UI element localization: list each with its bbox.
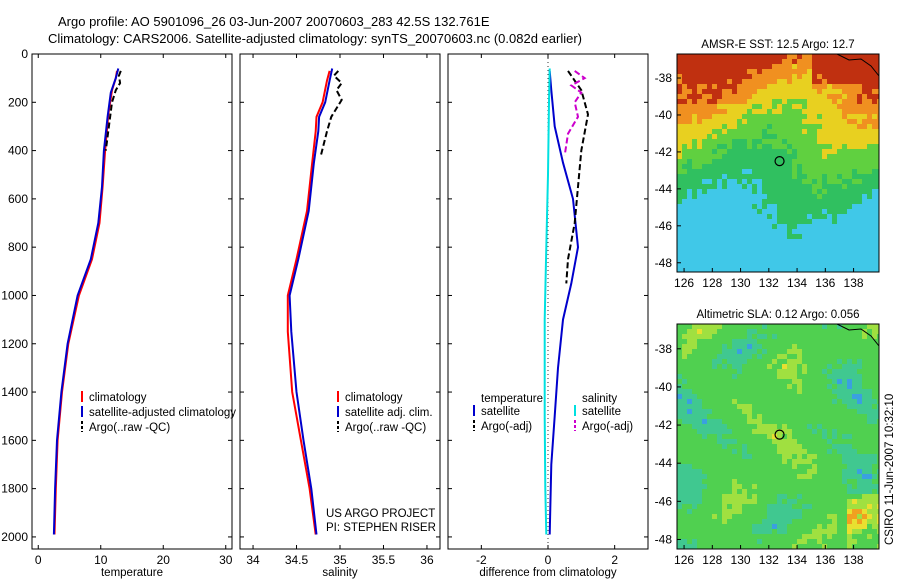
depth-tick-label: 1200	[1, 337, 28, 351]
difference-legend-label: satellite	[582, 406, 621, 418]
sst_map-lat-label: -48	[655, 256, 673, 270]
pi-annotation: PI: STEPHEN RISER	[326, 522, 436, 534]
difference-series-salinity-argo-adj-	[563, 70, 587, 156]
salinity-xtick-label: 34	[246, 553, 260, 567]
depth-tick-label: 1000	[1, 288, 28, 302]
salinity-series-argo-raw-qc-	[319, 70, 344, 156]
project-annotation: US ARGO PROJECT	[326, 508, 435, 520]
temperature-xtick-label: 10	[94, 553, 108, 567]
depth-tick-label: 2000	[1, 530, 28, 544]
salinity-xlabel: salinity	[322, 567, 357, 579]
sla_map-lon-label: 132	[759, 553, 779, 567]
difference-series-temperature-argo-adj-	[565, 70, 590, 284]
sst_map-lon-label: 132	[759, 276, 779, 290]
difference-series-salinity-satellite	[543, 68, 551, 535]
sla_map-lon-label: 126	[674, 553, 694, 567]
temperature-legend-label: climatology	[89, 392, 147, 404]
salinity-series-climatology	[286, 70, 331, 535]
difference-legend-label: Argo(-adj)	[481, 421, 532, 433]
sst_map-lat-label: -44	[655, 182, 673, 196]
sst_map-lon-label: 134	[787, 276, 807, 290]
legend-header-temperature: temperature	[481, 393, 543, 405]
sst_map-lon-label: 136	[815, 276, 835, 290]
difference-series-temperature-satellite	[548, 70, 580, 535]
depth-tick-label: 1600	[1, 433, 28, 447]
sst_map-lon-label: 126	[674, 276, 694, 290]
sst_map-lon-label: 138	[844, 276, 864, 290]
temperature-series-argo-raw-qc-	[104, 70, 122, 151]
salinity-xtick-label: 35	[333, 553, 347, 567]
sla_map-lat-label: -42	[655, 418, 673, 432]
temperature-legend-label: satellite-adjusted climatology	[89, 407, 236, 419]
difference-legend-label: Argo(-adj)	[582, 421, 633, 433]
difference-legend-label: satellite	[481, 406, 520, 418]
sst_map-lat-label: -40	[655, 108, 673, 122]
temperature-series-satellite-adjusted-climatology	[52, 68, 120, 535]
sla_map-lat-label: -38	[655, 342, 673, 356]
salinity-axes-frame	[239, 53, 441, 550]
sst_map-coastline	[836, 54, 879, 77]
salinity-xtick-label: 34.5	[285, 553, 309, 567]
salinity-legend-label: satellite adj. clim.	[345, 407, 433, 419]
sst_map-lat-label: -38	[655, 71, 673, 85]
sla_map-frame	[676, 323, 880, 550]
legend-header-salinity: salinity	[582, 393, 617, 405]
difference-xlabel: difference from climatology	[479, 567, 616, 579]
depth-tick-label: 1800	[1, 482, 28, 496]
sla_map-title: Altimetric SLA: 0.12 Argo: 0.056	[696, 309, 859, 321]
depth-tick-label: 1400	[1, 385, 28, 399]
depth-tick-label: 600	[8, 192, 28, 206]
sla_map-lon-label: 130	[731, 553, 751, 567]
sst_map-lat-label: -46	[655, 219, 673, 233]
sla_map-lon-label: 136	[815, 553, 835, 567]
salinity-xtick-label: 36	[420, 553, 434, 567]
temperature-xlabel: temperature	[101, 567, 163, 579]
temperature-panel: 0 10 20 30 0 200 400 600 800 1000 1200 1400 1600 1800…	[1, 47, 236, 579]
sst_map-lon-label: 130	[731, 276, 751, 290]
sla_map-lon-label: 138	[844, 553, 864, 567]
temperature-xtick-label: 0	[35, 553, 42, 567]
sst_map-title: AMSR-E SST: 12.5 Argo: 12.7	[701, 39, 854, 51]
depth-tick-label: 400	[8, 144, 28, 158]
sla_map-lat-label: -44	[655, 456, 673, 470]
temperature-legend-label: Argo(..raw -QC)	[89, 422, 170, 434]
salinity-series-satellite-adj-clim-	[288, 68, 334, 535]
depth-tick-label: 800	[8, 240, 28, 254]
header-line-1: Argo profile: AO 5901096_26 03-Jun-2007 …	[58, 14, 490, 29]
sst_map-raster	[677, 54, 879, 272]
sla_map-lat-label: -48	[655, 532, 673, 546]
sla_map-coastline	[836, 324, 879, 347]
header-line-2: Climatology: CARS2006. Satellite-adjuste…	[48, 31, 582, 46]
temperature-xtick-label: 20	[157, 553, 171, 567]
sla_map-lon-label: 134	[787, 553, 807, 567]
sla_map-panel: Altimetric SLA: 0.12 Argo: 0.056 126 128 13…	[655, 309, 880, 567]
sst_map-float-marker	[774, 156, 785, 167]
temperature-axes-frame	[31, 53, 233, 550]
sla_map-raster	[677, 324, 879, 549]
salinity-legend-label: climatology	[345, 392, 403, 404]
sst_map-frame	[676, 53, 880, 273]
credit-vertical: CSIRO 11-Jun-2007 10:32:10	[884, 394, 896, 545]
sst_map-lat-label: -42	[655, 145, 673, 159]
salinity-panel: 34 34.5 35 35.5 36 salinity climatology satelli…	[239, 53, 441, 579]
depth-tick-label: 200	[8, 95, 28, 109]
sla_map-lat-label: -46	[655, 494, 673, 508]
sst_map-panel: AMSR-E SST: 12.5 Argo: 12.7 126 128 130 132 1…	[655, 39, 880, 290]
temperature-xtick-label: 30	[219, 553, 233, 567]
difference-xtick-label: 0	[545, 553, 552, 567]
sla_map-float-marker	[774, 429, 785, 440]
sla_map-lat-label: -40	[655, 380, 673, 394]
difference-xtick-label: 2	[611, 553, 618, 567]
sst_map-lon-label: 128	[702, 276, 722, 290]
depth-tick-label: 0	[21, 47, 28, 61]
salinity-xtick-label: 35.5	[372, 553, 396, 567]
salinity-legend-label: Argo(..raw -QC)	[345, 422, 426, 434]
sla_map-lon-label: 128	[702, 553, 722, 567]
difference-xtick-label: -2	[476, 553, 487, 567]
